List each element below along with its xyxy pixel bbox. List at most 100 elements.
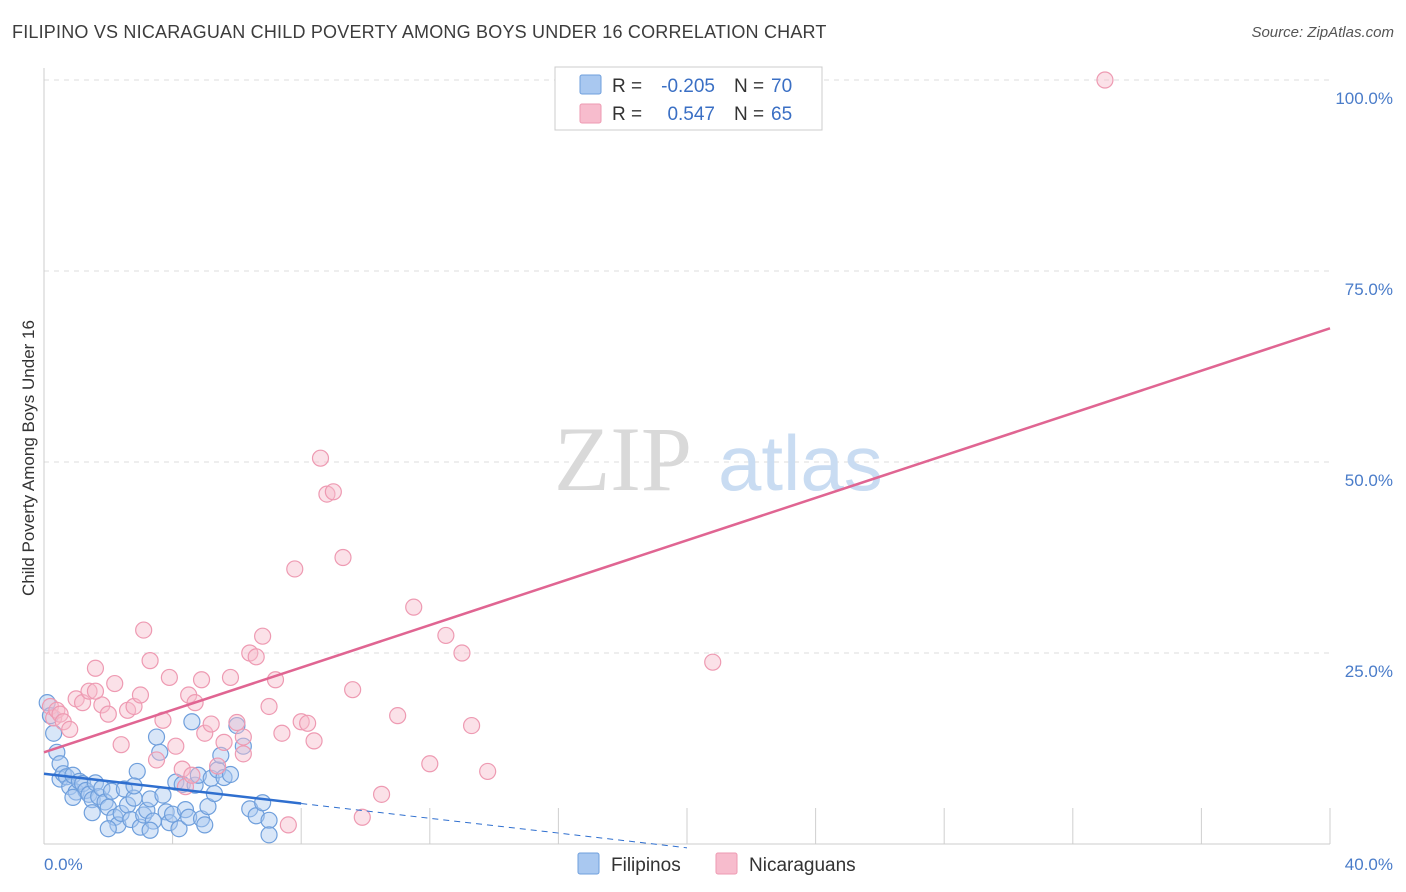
filipinos-point-46 xyxy=(183,713,201,731)
filipinos-point-50 xyxy=(196,816,214,834)
nicaraguans-point-17 xyxy=(135,621,153,639)
legend-r-label-filipinos: R = xyxy=(612,76,642,97)
filipinos-point-2 xyxy=(45,724,63,742)
trend-lines xyxy=(43,327,1331,849)
nicaraguans-point-56 xyxy=(437,626,455,645)
filipinos-point-63 xyxy=(260,811,278,829)
nicaraguans-point-58 xyxy=(462,716,481,735)
filipinos-point-55 xyxy=(212,746,230,764)
x-tick-label-1: 40.0% xyxy=(1345,855,1393,874)
watermark-zip: ZIP xyxy=(554,408,692,510)
nicaraguans-point-33 xyxy=(228,713,246,732)
nicaraguans-point-55 xyxy=(421,755,439,773)
nicaraguans-point-22 xyxy=(167,737,185,755)
grid-lines xyxy=(43,79,1331,844)
filipinos-point-69 xyxy=(141,821,159,839)
filipinos-point-37 xyxy=(154,786,172,804)
nicaraguans-point-30 xyxy=(209,757,227,775)
nicaraguans-point-28 xyxy=(196,724,214,742)
nicaraguans-point-29 xyxy=(202,715,220,733)
legend: R = -0.205 N = 70 R = 0.547 N = 65 xyxy=(554,66,823,131)
filipinos-point-57 xyxy=(221,765,240,784)
nicaraguans-point-53 xyxy=(389,707,407,725)
legend-n-filipinos: 70 xyxy=(771,76,792,97)
y-tick-label-1: 50.0% xyxy=(1345,471,1393,490)
tick-labels: 25.0% 50.0% 75.0% 100.0% 0.0% 40.0% xyxy=(44,89,1393,874)
nicaraguans-point-38 xyxy=(260,697,278,716)
nicaraguans-point-43 xyxy=(292,713,310,731)
nicaraguans-point-50 xyxy=(344,681,362,699)
nicaraguans-point-10 xyxy=(93,696,111,714)
nicaraguans-point-48 xyxy=(324,483,342,501)
filipinos-point-67 xyxy=(99,820,117,838)
y-axis-label: Child Poverty Among Boys Under 16 xyxy=(19,320,38,596)
filipinos-point-42 xyxy=(170,820,188,838)
bottom-legend-swatch-nicaraguans xyxy=(715,852,738,875)
y-tick-label-0: 25.0% xyxy=(1345,662,1393,681)
nicaraguans-point-32 xyxy=(221,668,240,687)
nicaraguans-point-52 xyxy=(372,785,391,803)
bottom-legend: Filipinos Nicaraguans xyxy=(577,852,856,876)
nicaraguans-point-13 xyxy=(112,736,130,754)
legend-r-filipinos: -0.205 xyxy=(661,76,715,97)
nicaraguans-trend-line xyxy=(43,327,1331,754)
chart-title: FILIPINO VS NICARAGUAN CHILD POVERTY AMO… xyxy=(12,22,827,42)
y-tick-label-2: 75.0% xyxy=(1345,280,1393,299)
filipinos-point-35 xyxy=(147,728,166,746)
nicaraguans-point-34 xyxy=(234,728,252,746)
nicaraguans-point-45 xyxy=(305,732,323,750)
legend-n-label-filipinos: N = xyxy=(734,76,764,97)
filipinos-point-40 xyxy=(164,805,182,823)
filipinos-point-31 xyxy=(135,806,153,824)
nicaraguans-point-18 xyxy=(141,652,159,670)
y-tick-label-3: 100.0% xyxy=(1335,89,1393,108)
nicaraguans-point-21 xyxy=(160,668,178,687)
filipinos-point-65 xyxy=(64,788,82,806)
nicaraguans-point-36 xyxy=(247,648,265,666)
nicaraguans-point-27 xyxy=(192,671,211,689)
nicaraguans-point-8 xyxy=(80,682,98,700)
nicaraguans-point-16 xyxy=(131,686,150,704)
nicaraguans-point-62 xyxy=(86,682,105,700)
filipinos-point-21 xyxy=(102,782,121,800)
filipinos-trend-extension xyxy=(301,803,688,849)
legend-r-nicaraguans: 0.547 xyxy=(667,104,715,125)
legend-n-nicaraguans: 65 xyxy=(771,104,792,125)
filipinos-point-26 xyxy=(118,796,137,814)
filipinos-point-64 xyxy=(260,826,278,844)
nicaraguans-point-49 xyxy=(334,548,352,567)
nicaraguans-point-59 xyxy=(479,762,497,781)
nicaraguans-point-61 xyxy=(1096,71,1114,89)
nicaraguans-point-60 xyxy=(704,653,722,671)
nicaraguans-point-54 xyxy=(405,598,423,616)
legend-n-label-nicaraguans: N = xyxy=(734,104,764,125)
chart-source: Source: ZipAtlas.com xyxy=(1251,24,1394,41)
bottom-legend-filipinos: Filipinos xyxy=(611,855,681,876)
watermark: ZIP atlas xyxy=(554,408,883,510)
nicaraguans-point-64 xyxy=(234,745,252,763)
nicaraguans-point-41 xyxy=(279,816,297,834)
nicaraguans-point-37 xyxy=(254,627,272,645)
nicaraguans-point-31 xyxy=(215,733,233,751)
nicaraguans-point-57 xyxy=(453,644,471,662)
filipinos-trend-line xyxy=(43,772,302,805)
legend-swatch-nicaraguans xyxy=(579,103,602,124)
nicaraguans-point-12 xyxy=(106,674,124,693)
legend-swatch-filipinos xyxy=(579,74,602,95)
legend-r-label-nicaraguans: R = xyxy=(612,104,642,125)
filipinos-point-19 xyxy=(96,793,114,811)
nicaraguans-point-44 xyxy=(299,714,317,732)
nicaraguans-point-5 xyxy=(61,720,79,739)
filipinos-point-45 xyxy=(180,808,198,826)
nicaraguans-point-23 xyxy=(173,760,191,778)
bottom-legend-swatch-filipinos xyxy=(577,852,600,875)
nicaraguans-point-40 xyxy=(273,724,291,742)
filipinos-point-48 xyxy=(189,766,207,784)
nicaraguans-points xyxy=(41,71,1114,834)
filipinos-point-33 xyxy=(141,790,159,808)
nicaraguans-point-11 xyxy=(99,705,117,723)
nicaraguans-point-42 xyxy=(286,560,304,578)
filipinos-point-66 xyxy=(83,804,101,822)
watermark-atlas: atlas xyxy=(718,419,883,507)
